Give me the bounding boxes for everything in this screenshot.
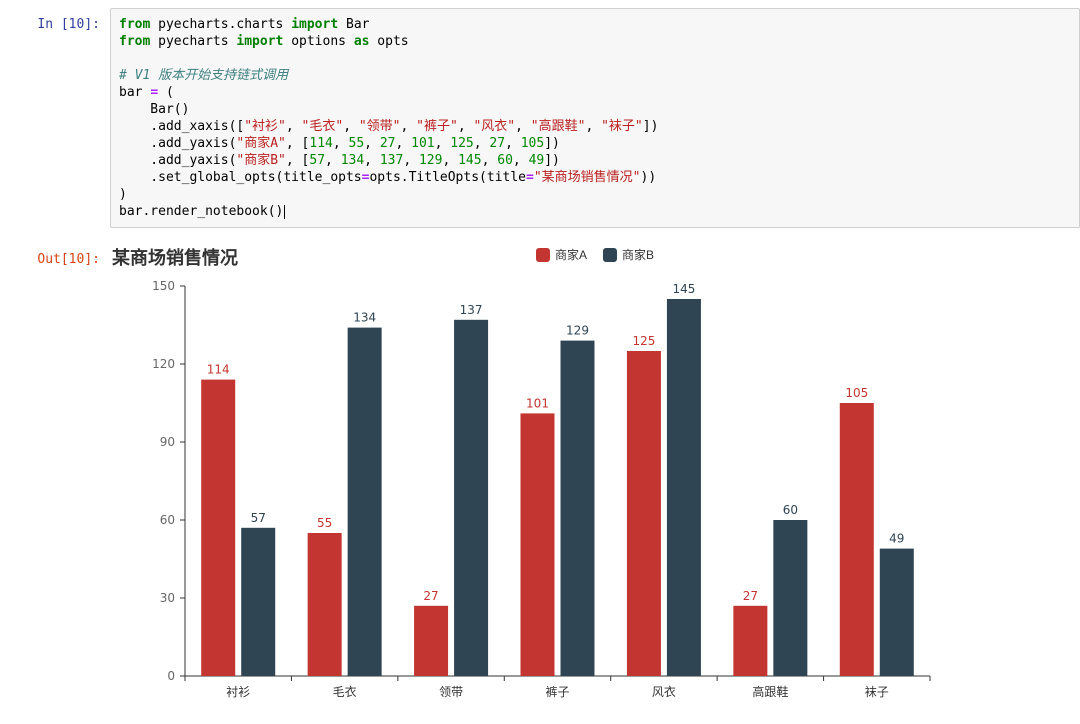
bar-value-label: 27 [743,589,758,603]
bar-商家A-袜子[interactable] [839,403,874,676]
code-block[interactable]: from pyecharts.charts import Bar from pye… [119,17,659,219]
bar-商家A-衬衫[interactable] [201,379,236,676]
output-prompt: Out[10]: [37,252,100,267]
legend-label: 商家B [622,248,655,262]
bar-value-label: 27 [423,589,438,603]
x-category-label: 风衣 [652,684,676,699]
x-category-label: 裤子 [545,685,569,699]
chart-title: 某商场销售情况 [112,248,238,268]
x-category-label: 袜子 [865,685,889,699]
bar-商家B-衬衫[interactable] [241,527,276,676]
bar-商家B-风衣[interactable] [666,299,701,676]
bar-value-label: 129 [566,324,589,338]
bar-value-label: 60 [783,503,798,517]
bar-商家A-裤子[interactable] [520,413,555,676]
y-tick-label: 0 [167,669,175,683]
y-tick-label: 150 [152,279,175,293]
x-category-label: 领带 [439,685,463,699]
bar-value-label: 105 [845,386,868,400]
chart-header: 某商场销售情况 商家A 商家B [110,244,1080,276]
legend-swatch [535,247,550,262]
input-prompt: In [10]: [37,17,100,32]
bar-chart[interactable]: 0 30 60 90 120 150 衬衫 毛衣 领带 裤子 风衣 高跟鞋 袜子 114 55 27 101 12… [110,276,1070,721]
legend-label: 商家A [554,248,587,262]
bar-value-label: 137 [460,303,483,317]
bar-value-label: 57 [251,511,266,525]
code-editor[interactable]: from pyecharts.charts import Bar from pye… [110,8,1080,228]
y-tick-label: 30 [160,591,175,605]
bar-商家A-高跟鞋[interactable] [733,605,768,676]
legend-item-商家B[interactable]: 商家B [603,246,654,263]
legend-item-商家A[interactable]: 商家A [535,246,587,263]
bar-商家B-毛衣[interactable] [347,327,382,676]
y-tick-label: 60 [160,513,175,527]
bar-商家A-毛衣[interactable] [307,533,342,676]
x-category-label: 毛衣 [333,684,357,699]
chart-output: 某商场销售情况 商家A 商家B 0 30 60 90 120 150 衬衫 毛衣 领带 裤子 风衣 高跟… [110,238,1080,724]
bar-value-label: 134 [353,311,376,325]
bar-value-label: 145 [672,282,695,296]
bar-商家B-领带[interactable] [454,319,489,676]
bar-商家A-风衣[interactable] [626,351,661,676]
bar-value-label: 101 [526,396,549,410]
bar-value-label: 125 [632,334,655,348]
bar-value-label: 55 [317,516,332,530]
bar-value-label: 49 [889,532,904,546]
notebook-input-cell: In [10]: from pyecharts.charts import Ba… [0,8,1080,228]
x-category-label: 衬衫 [226,685,250,699]
bar-商家B-高跟鞋[interactable] [773,520,808,676]
bar-商家B-裤子[interactable] [560,340,595,676]
bar-商家A-领带[interactable] [414,605,449,676]
y-tick-label: 120 [152,357,175,371]
y-tick-label: 90 [160,435,175,449]
bar-value-label: 114 [207,363,230,377]
legend-swatch [603,247,617,262]
bar-商家B-袜子[interactable] [879,548,914,676]
x-category-label: 高跟鞋 [752,684,788,699]
chart-legend: 商家A 商家B [535,246,654,263]
notebook-output-cell: Out[10]: 某商场销售情况 商家A 商家B 0 30 60 90 120 150 衬衫 毛… [0,238,1080,724]
